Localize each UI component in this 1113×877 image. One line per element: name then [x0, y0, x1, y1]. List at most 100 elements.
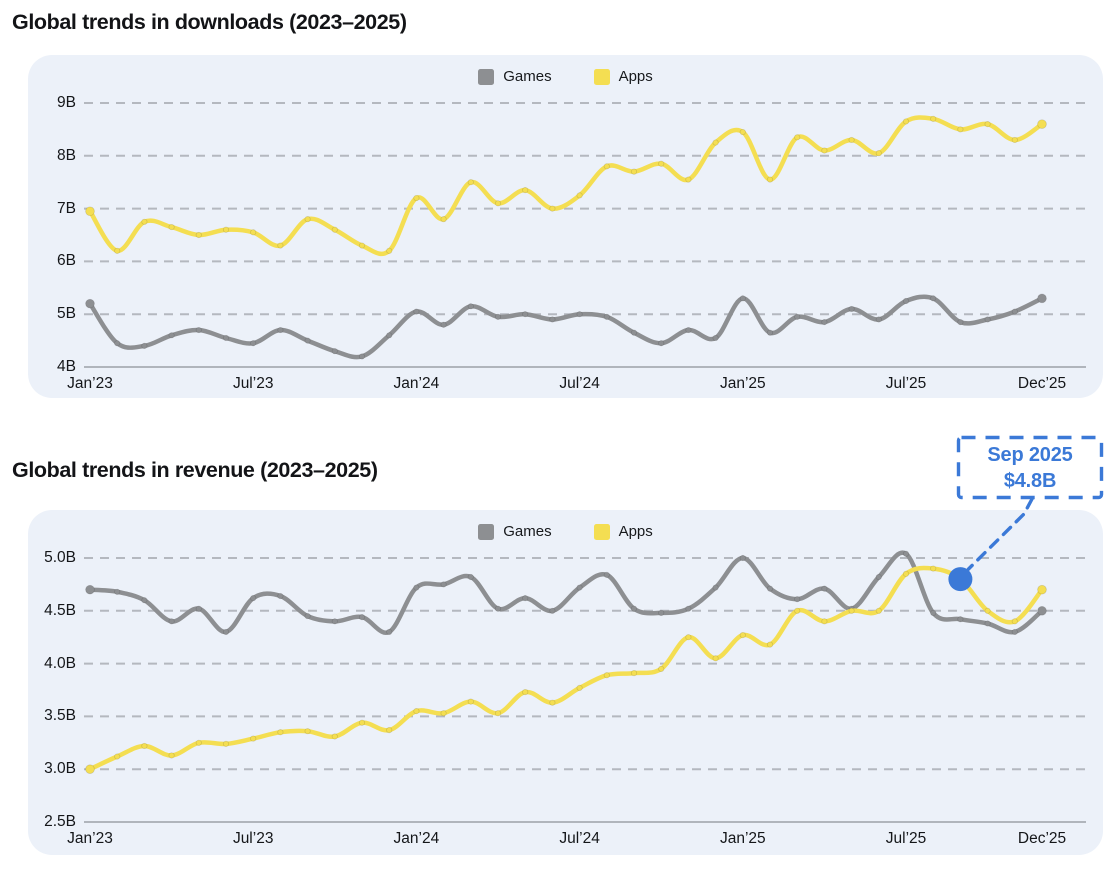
apps-data-point — [739, 128, 746, 136]
apps-data-point — [222, 740, 230, 747]
downloads-line-chart — [84, 102, 1086, 368]
games-data-point — [277, 326, 284, 334]
games-data-point — [902, 297, 910, 305]
apps-data-point — [467, 698, 474, 705]
legend-item-apps: Apps — [593, 68, 653, 85]
apps-data-point — [277, 242, 284, 249]
apps-data-point — [576, 192, 583, 199]
revenue-chart-title: Global trends in revenue (2023–2025) — [12, 458, 378, 482]
x-tick-label: Jul’24 — [559, 375, 600, 392]
x-tick-label: Jul’23 — [232, 375, 274, 392]
apps-data-point — [250, 229, 257, 236]
games-data-point — [413, 308, 420, 315]
apps-data-point — [875, 150, 882, 157]
games-data-point — [440, 581, 447, 588]
apps-data-point — [440, 710, 447, 717]
apps-data-point — [1037, 584, 1047, 595]
x-tick-label: Jan’23 — [67, 375, 113, 392]
apps-data-point — [413, 708, 420, 715]
games-data-point — [685, 326, 692, 334]
annotation-callout: Sep 2025 $4.8B — [958, 437, 1102, 498]
games-data-point — [195, 326, 202, 334]
apps-data-point — [821, 618, 828, 625]
games-data-point — [930, 609, 937, 617]
apps-data-point — [467, 179, 474, 186]
apps-data-point — [875, 607, 882, 614]
apps-data-point — [277, 729, 284, 736]
apps-data-point — [549, 699, 556, 706]
apps-data-point — [114, 753, 121, 760]
apps-data-point — [85, 206, 95, 217]
games-data-point — [250, 340, 257, 347]
games-data-point — [739, 554, 746, 562]
games-legend-swatch-icon — [478, 523, 495, 540]
games-data-point — [549, 316, 556, 323]
apps-data-point — [141, 218, 148, 225]
games-data-point — [141, 342, 148, 349]
games-data-point — [522, 595, 529, 602]
apps-data-point — [794, 607, 801, 614]
apps-data-point — [85, 764, 95, 775]
x-tick-label: Jan’25 — [719, 830, 766, 847]
games-data-point — [957, 319, 964, 326]
games-data-point — [413, 584, 420, 591]
apps-data-point — [304, 728, 311, 735]
games-data-point — [195, 605, 202, 612]
x-tick-label: Jan’24 — [393, 830, 440, 847]
games-legend-swatch-icon — [478, 68, 495, 85]
games-data-point — [114, 340, 121, 347]
y-tick-label: 4.5B — [44, 601, 76, 619]
games-data-point — [1011, 308, 1018, 315]
games-data-point — [576, 311, 583, 318]
revenue-chart-legend: Games Apps — [28, 523, 1103, 540]
revenue-chart-panel: Games Apps 5.0B 4.5B 4.0B 3.5B 3.0B 2.5B Jan’23… — [28, 510, 1103, 855]
apps-data-point — [712, 139, 719, 146]
games-data-point — [440, 321, 447, 328]
games-data-point — [821, 319, 828, 326]
games-data-point — [1037, 606, 1047, 616]
games-data-point — [85, 584, 95, 595]
legend-label-apps: Apps — [618, 68, 653, 85]
games-data-point — [168, 332, 175, 339]
apps-data-point — [576, 684, 583, 691]
apps-data-point — [766, 176, 774, 183]
apps-data-point — [440, 216, 447, 223]
apps-data-point — [794, 134, 801, 141]
games-data-point — [168, 618, 175, 625]
apps-data-point — [304, 216, 311, 223]
games-data-point — [930, 295, 937, 302]
apps-data-point — [902, 570, 910, 577]
apps-data-point — [603, 163, 610, 170]
apps-data-point — [984, 121, 991, 128]
y-tick-label: 5B — [57, 305, 76, 323]
apps-data-point — [630, 168, 638, 175]
apps-data-point — [766, 641, 774, 648]
games-data-point — [222, 334, 230, 342]
x-tick-label: Dec’25 — [1017, 375, 1067, 392]
games-data-point — [984, 316, 991, 323]
apps-data-point — [222, 226, 230, 233]
games-data-point — [141, 597, 148, 604]
y-tick-label: 2.5B — [44, 813, 76, 830]
apps-data-point — [358, 242, 366, 249]
games-data-point — [1011, 628, 1018, 636]
games-data-point — [494, 313, 502, 320]
apps-data-point — [522, 689, 529, 696]
apps-data-point — [195, 739, 202, 746]
apps-data-point — [494, 710, 502, 717]
apps-data-point — [930, 115, 937, 122]
y-tick-label: 4.0B — [44, 654, 76, 672]
games-data-point — [1037, 293, 1047, 304]
x-tick-label: Dec’25 — [1017, 830, 1067, 847]
games-data-point — [630, 329, 638, 336]
games-data-point — [358, 614, 366, 621]
legend-label-games: Games — [503, 68, 552, 85]
apps-legend-swatch-icon — [593, 68, 610, 85]
annotation-value: $4.8B — [1003, 469, 1057, 492]
apps-legend-swatch-icon — [593, 523, 610, 540]
x-tick-label: Jul’25 — [885, 830, 927, 847]
games-data-point — [712, 584, 719, 591]
y-tick-label: 5.0B — [44, 549, 76, 566]
apps-data-point — [821, 147, 828, 154]
